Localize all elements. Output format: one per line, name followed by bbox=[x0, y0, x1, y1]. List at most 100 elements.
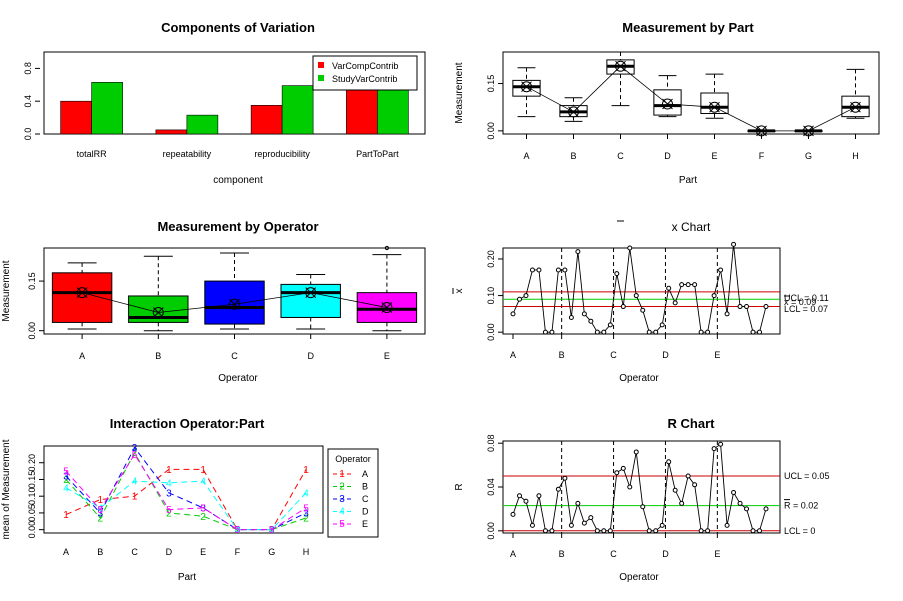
x-tick-label: PartToPart bbox=[356, 149, 399, 159]
series-marker: 4 bbox=[166, 478, 172, 489]
y-axis-label: mean of Measurement bbox=[1, 439, 12, 539]
data-point bbox=[536, 267, 542, 273]
chart-title: Interaction Operator:Part bbox=[110, 416, 265, 431]
x-tick-label: C bbox=[610, 549, 617, 559]
data-point bbox=[542, 329, 548, 335]
legend: Operator 1 A 2 B 3 C 4 D 5 E bbox=[327, 448, 379, 538]
data-point bbox=[510, 511, 516, 517]
data-point bbox=[529, 267, 535, 273]
data-point bbox=[581, 520, 587, 526]
data-point bbox=[594, 528, 600, 534]
series-line bbox=[512, 443, 767, 532]
plot-frame bbox=[43, 51, 426, 135]
series-marker: 3 bbox=[166, 488, 172, 499]
data-point bbox=[529, 522, 535, 528]
data-point bbox=[568, 522, 574, 528]
x-tick-label: E bbox=[714, 350, 720, 360]
data-point bbox=[575, 500, 581, 506]
data-point bbox=[588, 318, 594, 324]
series-marker: 2 bbox=[98, 513, 104, 524]
mean-line bbox=[81, 292, 387, 313]
data-point bbox=[607, 322, 613, 328]
data-point bbox=[737, 500, 743, 506]
data-point bbox=[523, 293, 529, 299]
series-marker: 1 bbox=[132, 492, 138, 503]
x-tick-label: D bbox=[664, 151, 671, 161]
legend-label: B bbox=[362, 482, 368, 492]
plot-frame bbox=[502, 51, 880, 135]
interaction-operator-part-chart: Interaction Operator:Part Part mean of Mea… bbox=[1, 416, 379, 583]
data-point bbox=[705, 528, 711, 534]
x-tick-label: E bbox=[384, 351, 390, 361]
bar-VarCompContrib bbox=[346, 84, 378, 135]
data-point bbox=[653, 329, 659, 335]
data-point bbox=[718, 267, 724, 273]
x-axis-label: Part bbox=[178, 572, 197, 583]
series-marker: 3 bbox=[98, 508, 104, 519]
x-tick-label: F bbox=[759, 151, 765, 161]
legend: VarCompContrib StudyVarContrib bbox=[312, 55, 418, 91]
data-point bbox=[562, 267, 568, 273]
mean-line bbox=[526, 65, 856, 132]
control-limit-label: R = 0.02 bbox=[784, 501, 818, 511]
y-tick-label: 0.00 bbox=[27, 322, 37, 340]
data-point bbox=[718, 441, 724, 447]
mean-marker bbox=[305, 287, 317, 299]
y-tick-label: 0.10 bbox=[486, 287, 496, 305]
data-point bbox=[698, 528, 704, 534]
data-point bbox=[614, 271, 620, 277]
chart-title: Measurement by Operator bbox=[157, 219, 318, 234]
data-point bbox=[763, 304, 769, 310]
series-marker: 2 bbox=[166, 508, 172, 519]
data-point bbox=[672, 300, 678, 306]
data-point bbox=[555, 486, 561, 492]
legend-swatch bbox=[318, 75, 324, 81]
x-tick-label: B bbox=[97, 547, 103, 557]
data-point bbox=[737, 304, 743, 310]
y-axis-label: R bbox=[454, 483, 465, 490]
legend-label: C bbox=[362, 494, 369, 504]
mean-marker bbox=[615, 60, 626, 72]
x-tick-label: F bbox=[235, 547, 241, 557]
mean-marker bbox=[381, 302, 393, 314]
data-point bbox=[588, 515, 594, 521]
data-point bbox=[549, 329, 555, 335]
bar-VarCompContrib bbox=[250, 105, 283, 135]
r-chart: R Chart Operator R 0.00 0.04 0.08 A B C D E UCL = 0… bbox=[454, 416, 829, 583]
mean-marker bbox=[521, 81, 532, 93]
y-axis-label: x bbox=[454, 289, 465, 294]
chart-title: Measurement by Part bbox=[622, 20, 754, 35]
legend-title: Operator bbox=[335, 454, 371, 464]
mean-marker bbox=[850, 101, 861, 113]
data-point bbox=[581, 311, 587, 317]
y-tick-label: 0.15 bbox=[27, 471, 37, 489]
y-tick-label: 0.8 bbox=[23, 62, 33, 75]
control-limit-label: UCL = 0.11 bbox=[784, 293, 829, 303]
chart-title: R Chart bbox=[668, 416, 716, 431]
data-point bbox=[536, 493, 542, 499]
series-line-A bbox=[65, 468, 307, 531]
data-point bbox=[666, 285, 672, 291]
data-point bbox=[744, 506, 750, 512]
data-point bbox=[750, 329, 756, 335]
data-point bbox=[724, 311, 730, 317]
x-tick-label: B bbox=[559, 549, 565, 559]
data-point bbox=[594, 329, 600, 335]
x-axis-label: Operator bbox=[218, 373, 258, 384]
data-point bbox=[510, 311, 516, 317]
legend-marker: 1 bbox=[339, 469, 345, 480]
series-marker: 4 bbox=[63, 483, 69, 494]
data-point bbox=[607, 528, 613, 534]
y-tick-label: 0.20 bbox=[486, 250, 496, 268]
box bbox=[700, 92, 729, 114]
data-point bbox=[711, 446, 717, 452]
data-point bbox=[614, 470, 620, 476]
x-tick-label: C bbox=[231, 351, 238, 361]
legend-box bbox=[312, 55, 418, 91]
bar-VarCompContrib bbox=[155, 129, 188, 135]
data-point bbox=[568, 315, 574, 321]
x-tick-label: A bbox=[510, 350, 516, 360]
data-point bbox=[516, 296, 522, 302]
measurement-by-operator-chart: Measurement by Operator Operator Measureme… bbox=[1, 219, 426, 384]
x-tick-label: D bbox=[166, 547, 173, 557]
